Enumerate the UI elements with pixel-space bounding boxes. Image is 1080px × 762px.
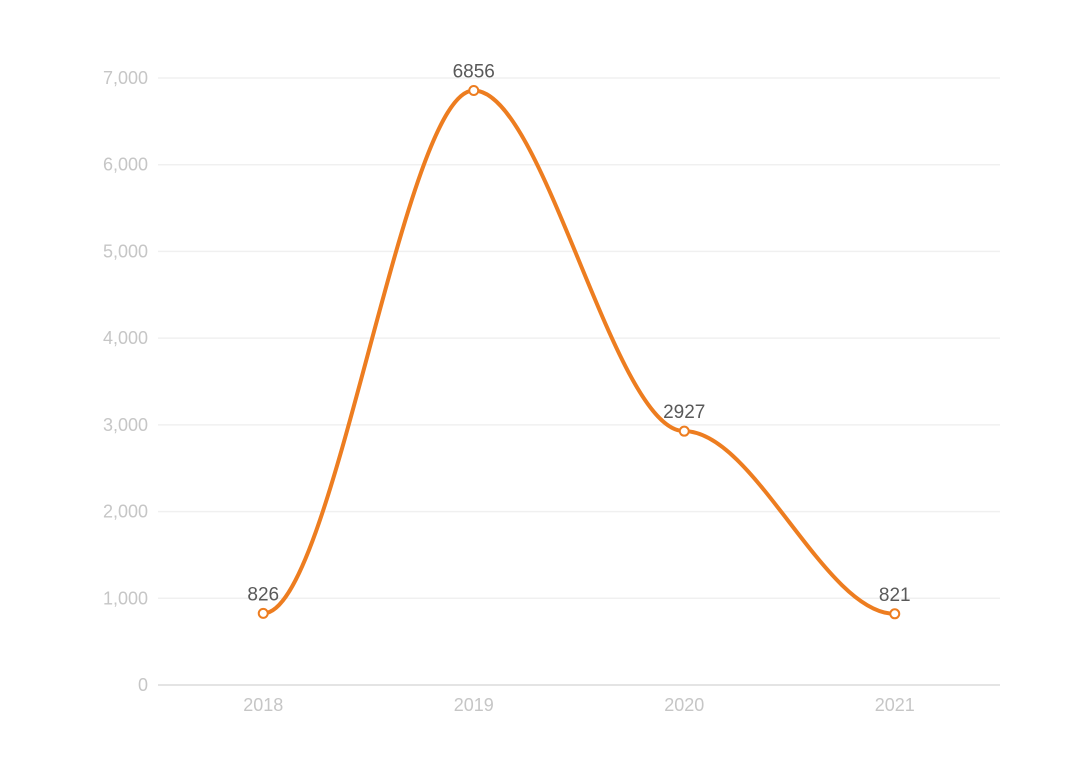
data-point-marker[interactable] (889, 608, 901, 620)
y-axis-tick-label: 0 (138, 675, 148, 695)
x-axis-tick-label: 2018 (243, 695, 283, 715)
x-axis-tick-label: 2021 (875, 695, 915, 715)
data-point-marker[interactable] (468, 84, 480, 96)
data-point-label: 821 (879, 585, 911, 606)
x-axis-tick-label: 2020 (664, 695, 704, 715)
y-axis-tick-label: 3,000 (103, 415, 148, 435)
data-point-label: 6856 (453, 61, 495, 82)
data-point-label: 826 (247, 584, 279, 605)
y-axis-tick-label: 1,000 (103, 588, 148, 608)
series-line (261, 88, 897, 616)
data-point-label: 2927 (663, 402, 705, 423)
data-point-marker[interactable] (257, 607, 269, 619)
y-axis-tick-label: 5,000 (103, 241, 148, 261)
data-point-marker[interactable] (678, 425, 690, 437)
y-axis-tick-label: 4,000 (103, 328, 148, 348)
y-axis-tick-label: 7,000 (103, 68, 148, 88)
x-axis-tick-label: 2019 (454, 695, 494, 715)
y-axis-tick-label: 2,000 (103, 502, 148, 522)
y-axis-tick-label: 6,000 (103, 155, 148, 175)
